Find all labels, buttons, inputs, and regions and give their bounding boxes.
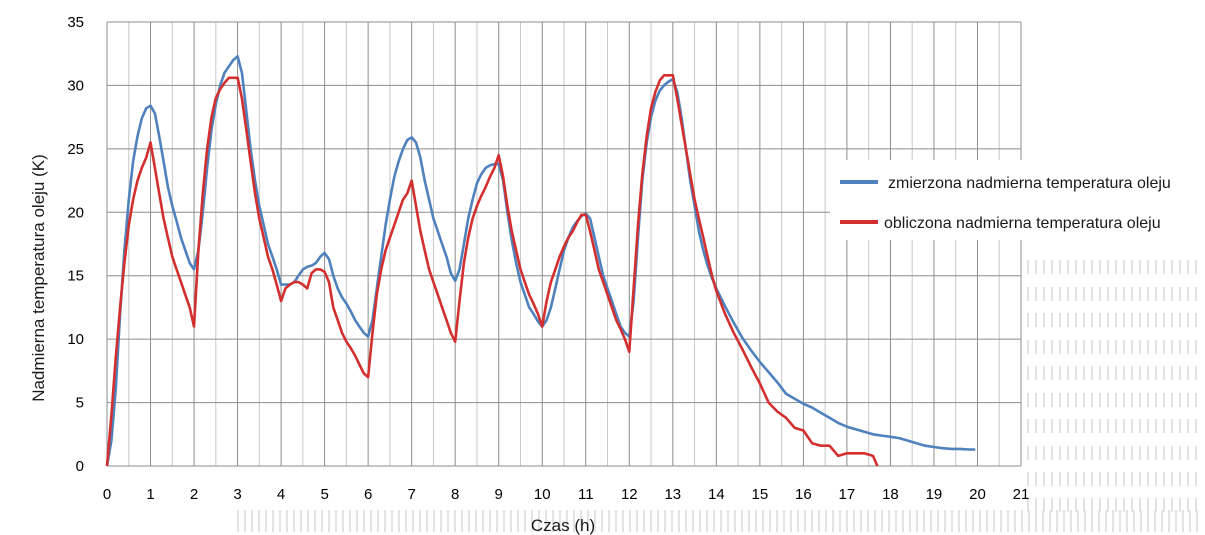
y-tick-label: 10 bbox=[67, 331, 84, 348]
legend-background bbox=[830, 160, 1205, 240]
x-tick-label: 4 bbox=[277, 486, 285, 503]
y-tick-label: 20 bbox=[67, 204, 84, 221]
x-tick-label: 21 bbox=[1013, 486, 1030, 503]
y-axis-ticks: 0 5 10 15 20 25 30 35 bbox=[67, 14, 84, 475]
x-tick-label: 16 bbox=[795, 486, 812, 503]
x-tick-label: 18 bbox=[882, 486, 899, 503]
x-tick-label: 19 bbox=[926, 486, 943, 503]
y-axis-label: Nadmierna temperatura oleju (K) bbox=[29, 154, 48, 402]
grid bbox=[106, 21, 1022, 467]
x-tick-label: 11 bbox=[578, 486, 594, 503]
decorative-stripes bbox=[237, 260, 1198, 532]
y-tick-label: 0 bbox=[76, 458, 84, 475]
x-tick-label: 7 bbox=[407, 486, 415, 503]
x-tick-label: 2 bbox=[190, 486, 198, 503]
x-tick-label: 12 bbox=[621, 486, 638, 503]
x-tick-label: 17 bbox=[839, 486, 856, 503]
x-tick-label: 10 bbox=[534, 486, 551, 503]
legend-label-measured: zmierzona nadmierna temperatura oleju bbox=[888, 175, 1171, 192]
y-tick-label: 35 bbox=[67, 14, 84, 31]
series-line-measured bbox=[105, 55, 976, 467]
x-tick-label: 20 bbox=[969, 486, 986, 503]
series-line-calculated bbox=[105, 74, 879, 467]
x-tick-label: 6 bbox=[364, 486, 372, 503]
x-tick-label: 5 bbox=[320, 486, 328, 503]
x-axis-ticks: 0 1 2 3 4 5 6 7 8 9 10 11 12 13 14 15 16 17 18 19 20 21 bbox=[103, 486, 1030, 503]
x-axis-label: Czas (h) bbox=[531, 516, 595, 535]
x-tick-label: 8 bbox=[451, 486, 459, 503]
x-tick-label: 14 bbox=[708, 486, 725, 503]
x-tick-label: 15 bbox=[752, 486, 769, 503]
x-tick-label: 13 bbox=[664, 486, 681, 503]
x-tick-label: 3 bbox=[233, 486, 241, 503]
y-tick-label: 15 bbox=[67, 268, 84, 285]
x-tick-label: 9 bbox=[495, 486, 503, 503]
y-tick-label: 25 bbox=[67, 141, 84, 158]
y-tick-label: 30 bbox=[67, 77, 84, 94]
legend-label-calculated: obliczona nadmierna temperatura oleju bbox=[884, 215, 1161, 232]
legend: zmierzona nadmierna temperatura oleju ob… bbox=[830, 160, 1205, 240]
x-tick-label: 0 bbox=[103, 486, 111, 503]
x-tick-label: 1 bbox=[146, 486, 154, 503]
series-layer bbox=[105, 55, 976, 467]
y-tick-label: 5 bbox=[76, 395, 84, 412]
